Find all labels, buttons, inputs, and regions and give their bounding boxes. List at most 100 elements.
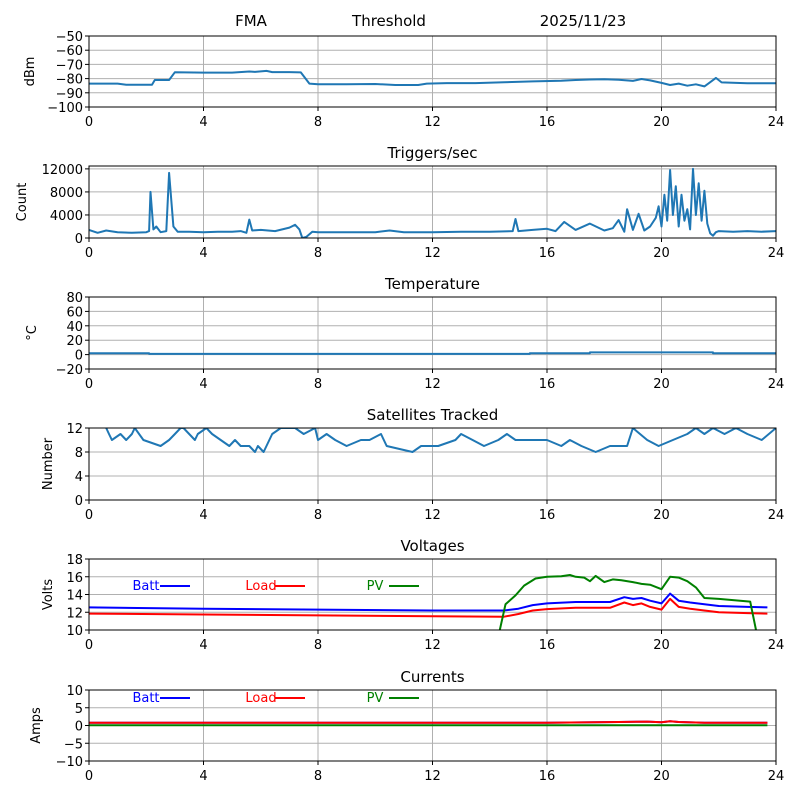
y-tick-label: 12000 bbox=[42, 163, 83, 178]
header-mode-label: Threshold bbox=[351, 12, 426, 30]
x-tick-label: 16 bbox=[539, 246, 556, 261]
series-line-threshold bbox=[89, 69, 776, 88]
x-tick-label: 16 bbox=[539, 769, 556, 784]
y-axis-label: Amps bbox=[29, 707, 44, 744]
legend-label-batt: Batt bbox=[132, 691, 159, 706]
x-tick-label: 4 bbox=[199, 377, 207, 392]
panel-voltages: 0 4 8 12 16 20 24 10 12 14 16 18 Voltages Volts Batt Lo… bbox=[41, 537, 784, 653]
x-tick-label: 24 bbox=[768, 246, 785, 261]
x-tick-label: 4 bbox=[199, 638, 207, 653]
x-tick-label: 12 bbox=[424, 769, 441, 784]
y-axis-label: Count bbox=[15, 183, 30, 222]
series-line-load bbox=[89, 720, 768, 724]
x-tick-label: 20 bbox=[653, 115, 670, 130]
y-tick-label: 40 bbox=[66, 320, 83, 335]
y-tick-label: −60 bbox=[56, 44, 83, 59]
x-tick-label: 20 bbox=[653, 508, 670, 523]
x-tick-label: 0 bbox=[85, 377, 93, 392]
x-tick-label: 4 bbox=[199, 508, 207, 523]
x-tick-label: 24 bbox=[768, 638, 785, 653]
y-tick-label: 0 bbox=[75, 349, 83, 364]
x-tick-label: 12 bbox=[424, 115, 441, 130]
y-tick-label: −20 bbox=[56, 363, 83, 378]
series-line-temperature bbox=[89, 351, 776, 355]
x-tick-label: 20 bbox=[653, 638, 670, 653]
y-axis-label: °C bbox=[25, 325, 40, 341]
y-tick-label: −70 bbox=[56, 58, 83, 73]
x-tick-label: 8 bbox=[314, 377, 322, 392]
y-tick-label: 14 bbox=[66, 589, 83, 604]
x-tick-label: 20 bbox=[653, 769, 670, 784]
chart-title: Satellites Tracked bbox=[367, 406, 498, 424]
panel-currents: 0 4 8 12 16 20 24 −10 −5 0 5 10 Currents Amps Batt Load… bbox=[29, 668, 784, 784]
x-tick-label: 24 bbox=[768, 377, 785, 392]
y-tick-label: 12 bbox=[66, 606, 83, 621]
y-tick-label: 60 bbox=[66, 305, 83, 320]
y-tick-label: 4000 bbox=[50, 209, 83, 224]
legend-label-load: Load bbox=[245, 691, 276, 706]
x-tick-label: 8 bbox=[314, 769, 322, 784]
series-line-load bbox=[89, 597, 768, 618]
x-tick-label: 16 bbox=[539, 508, 556, 523]
legend-label-pv: PV bbox=[367, 579, 384, 594]
series-line-batt bbox=[89, 592, 768, 612]
x-tick-label: 4 bbox=[199, 246, 207, 261]
y-tick-label: 18 bbox=[66, 553, 83, 568]
y-tick-label: 12 bbox=[66, 422, 83, 437]
header-date-label: 2025/11/23 bbox=[540, 12, 626, 30]
header-site-label: FMA bbox=[235, 12, 268, 30]
x-tick-label: 12 bbox=[424, 246, 441, 261]
chart-title: Currents bbox=[400, 668, 464, 686]
y-tick-label: −100 bbox=[47, 101, 83, 116]
y-tick-label: 0 bbox=[75, 232, 83, 247]
y-tick-label: 10 bbox=[66, 684, 83, 699]
y-tick-label: 16 bbox=[66, 571, 83, 586]
y-tick-label: 8000 bbox=[50, 186, 83, 201]
x-tick-label: 0 bbox=[85, 769, 93, 784]
x-tick-label: 24 bbox=[768, 508, 785, 523]
x-tick-label: 12 bbox=[424, 508, 441, 523]
y-tick-label: 0 bbox=[75, 494, 83, 509]
x-tick-label: 0 bbox=[85, 508, 93, 523]
x-tick-label: 0 bbox=[85, 115, 93, 130]
x-tick-label: 8 bbox=[314, 508, 322, 523]
x-tick-label: 16 bbox=[539, 638, 556, 653]
y-tick-label: −80 bbox=[56, 73, 83, 88]
chart-title: Temperature bbox=[384, 275, 480, 293]
panel-threshold: 0 4 8 12 16 20 24 −100−90−80−70−60−50 dBm bbox=[23, 30, 784, 130]
y-tick-label: 4 bbox=[75, 470, 83, 485]
legend-label-load: Load bbox=[245, 579, 276, 594]
x-tick-label: 12 bbox=[424, 377, 441, 392]
x-tick-label: 0 bbox=[85, 246, 93, 261]
x-tick-label: 24 bbox=[768, 769, 785, 784]
x-tick-label: 16 bbox=[539, 115, 556, 130]
y-tick-label: −5 bbox=[64, 737, 83, 752]
y-axis-label: dBm bbox=[23, 57, 38, 87]
series-line-satellites bbox=[105, 428, 776, 453]
series-line-pv bbox=[498, 574, 757, 630]
x-tick-label: 20 bbox=[653, 246, 670, 261]
y-tick-label: −10 bbox=[56, 755, 83, 770]
chart-title: Voltages bbox=[400, 537, 464, 555]
x-tick-label: 24 bbox=[768, 115, 785, 130]
x-tick-label: 8 bbox=[314, 115, 322, 130]
legend-label-pv: PV bbox=[367, 691, 384, 706]
panel-satellites: 0 4 8 12 16 20 24 0 4 8 12 Satellites Tracked Number bbox=[41, 406, 784, 523]
x-tick-label: 16 bbox=[539, 377, 556, 392]
x-tick-label: 4 bbox=[199, 769, 207, 784]
x-tick-label: 8 bbox=[314, 638, 322, 653]
legend-label-batt: Batt bbox=[132, 579, 159, 594]
x-tick-label: 4 bbox=[199, 115, 207, 130]
y-tick-label: 5 bbox=[75, 702, 83, 717]
y-tick-label: 10 bbox=[66, 624, 83, 639]
x-tick-label: 8 bbox=[314, 246, 322, 261]
y-tick-label: 20 bbox=[66, 334, 83, 349]
series-line-triggers bbox=[89, 167, 776, 238]
chart-title: Triggers/sec bbox=[387, 144, 478, 162]
y-axis-label: Volts bbox=[41, 579, 56, 611]
y-tick-label: −90 bbox=[56, 87, 83, 102]
y-axis-label: Number bbox=[41, 437, 56, 490]
